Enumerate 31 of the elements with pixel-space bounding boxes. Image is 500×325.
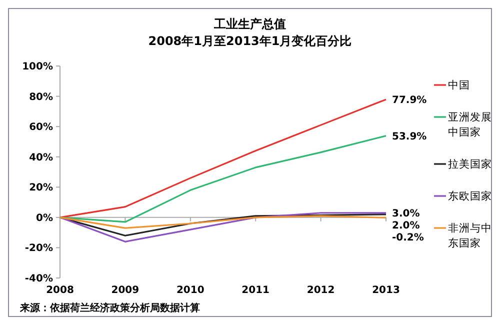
line-series [59, 215, 387, 229]
data-label: 2.0% [392, 220, 420, 232]
line-series [59, 98, 387, 218]
x-tick-label: 2010 [176, 285, 204, 296]
legend-label: 亚洲发展中国家 [448, 110, 492, 139]
x-tick-label: 2009 [111, 285, 140, 296]
y-tick-label: 40% [29, 152, 53, 164]
x-tick-label: 2012 [306, 285, 335, 296]
data-label: 77.9% [392, 94, 427, 106]
y-tick-label: 80% [29, 92, 53, 103]
x-tick-label: 2008 [46, 285, 74, 296]
y-tick-label: 100% [22, 62, 53, 72]
legend-label: 中国 [448, 78, 470, 92]
chart-title: 工业生产总值 [213, 17, 286, 31]
line-series [59, 212, 387, 242]
chart-subtitle: 2008年1月至2013年1月变化百分比 [148, 34, 352, 48]
y-tick-label: 0% [36, 212, 53, 224]
y-tick-label: 20% [29, 182, 53, 194]
legend-label: 拉美国家 [448, 158, 492, 171]
y-tick-label: -40% [24, 274, 53, 284]
line-series [59, 135, 387, 223]
source-note: 来源：依据荷兰经济政策分析局数据计算 [19, 302, 200, 314]
y-tick-label: -20% [24, 243, 53, 254]
y-tick-label: 60% [29, 122, 53, 134]
x-tick-label: 2013 [372, 285, 400, 296]
data-label: 3.0% [392, 208, 420, 220]
data-label: 53.9% [392, 131, 427, 142]
x-tick-label: 2011 [242, 285, 270, 296]
legend-label: 非洲与中东国家 [448, 222, 492, 250]
data-label: -0.2% [392, 232, 424, 244]
legend-label: 东欧国家 [448, 190, 492, 203]
